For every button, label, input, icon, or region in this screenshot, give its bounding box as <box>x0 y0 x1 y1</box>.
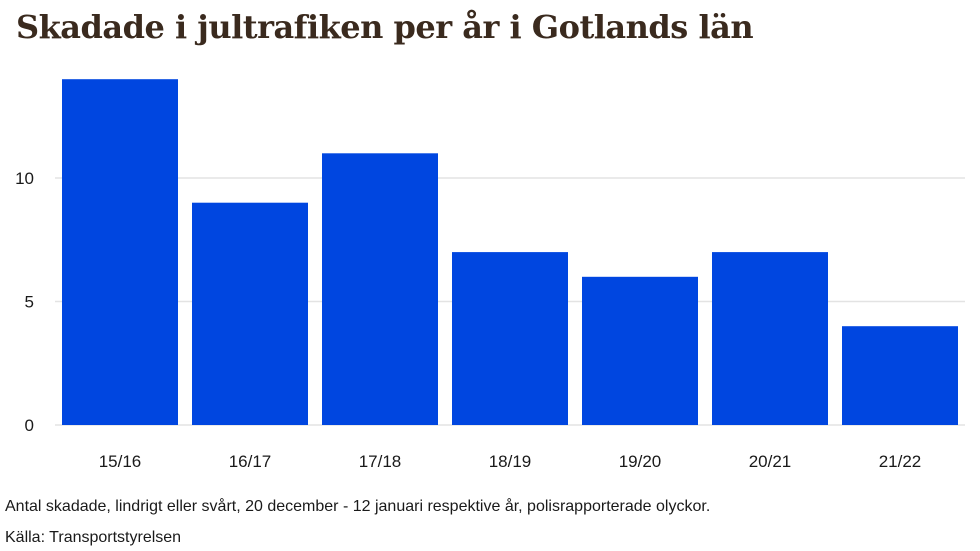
x-tick-label: 16/17 <box>229 452 272 471</box>
y-axis-ticks: 0 5 10 <box>15 169 34 435</box>
chart-description: Antal skadade, lindrigt eller svårt, 20 … <box>5 498 711 515</box>
bars <box>62 79 958 426</box>
y-tick-label: 10 <box>15 169 34 188</box>
x-tick-label: 20/21 <box>749 452 792 471</box>
bar-chart: 0 5 10 15/16 16/17 17/18 18/19 19/20 20/21 21/22 <box>15 79 965 471</box>
y-tick-label: 5 <box>25 293 34 312</box>
bar-16-17 <box>192 202 308 425</box>
x-tick-label: 17/18 <box>359 452 402 471</box>
bar-17-18 <box>322 153 438 426</box>
bar-15-16 <box>62 79 178 425</box>
chart-title: Skadade i jultrafiken per år i Gotlands … <box>16 8 754 46</box>
x-axis-ticks: 15/16 16/17 17/18 18/19 19/20 20/21 21/22 <box>99 452 922 471</box>
chart-source: Källa: Transportstyrelsen <box>5 529 182 546</box>
x-tick-label: 21/22 <box>879 452 922 471</box>
x-tick-label: 15/16 <box>99 452 142 471</box>
x-tick-label: 19/20 <box>619 452 662 471</box>
y-tick-label: 0 <box>25 416 34 435</box>
bar-20-21 <box>712 252 828 425</box>
bar-19-20 <box>582 276 698 425</box>
bar-21-22 <box>842 326 958 425</box>
x-tick-label: 18/19 <box>489 452 532 471</box>
bar-18-19 <box>452 252 568 425</box>
